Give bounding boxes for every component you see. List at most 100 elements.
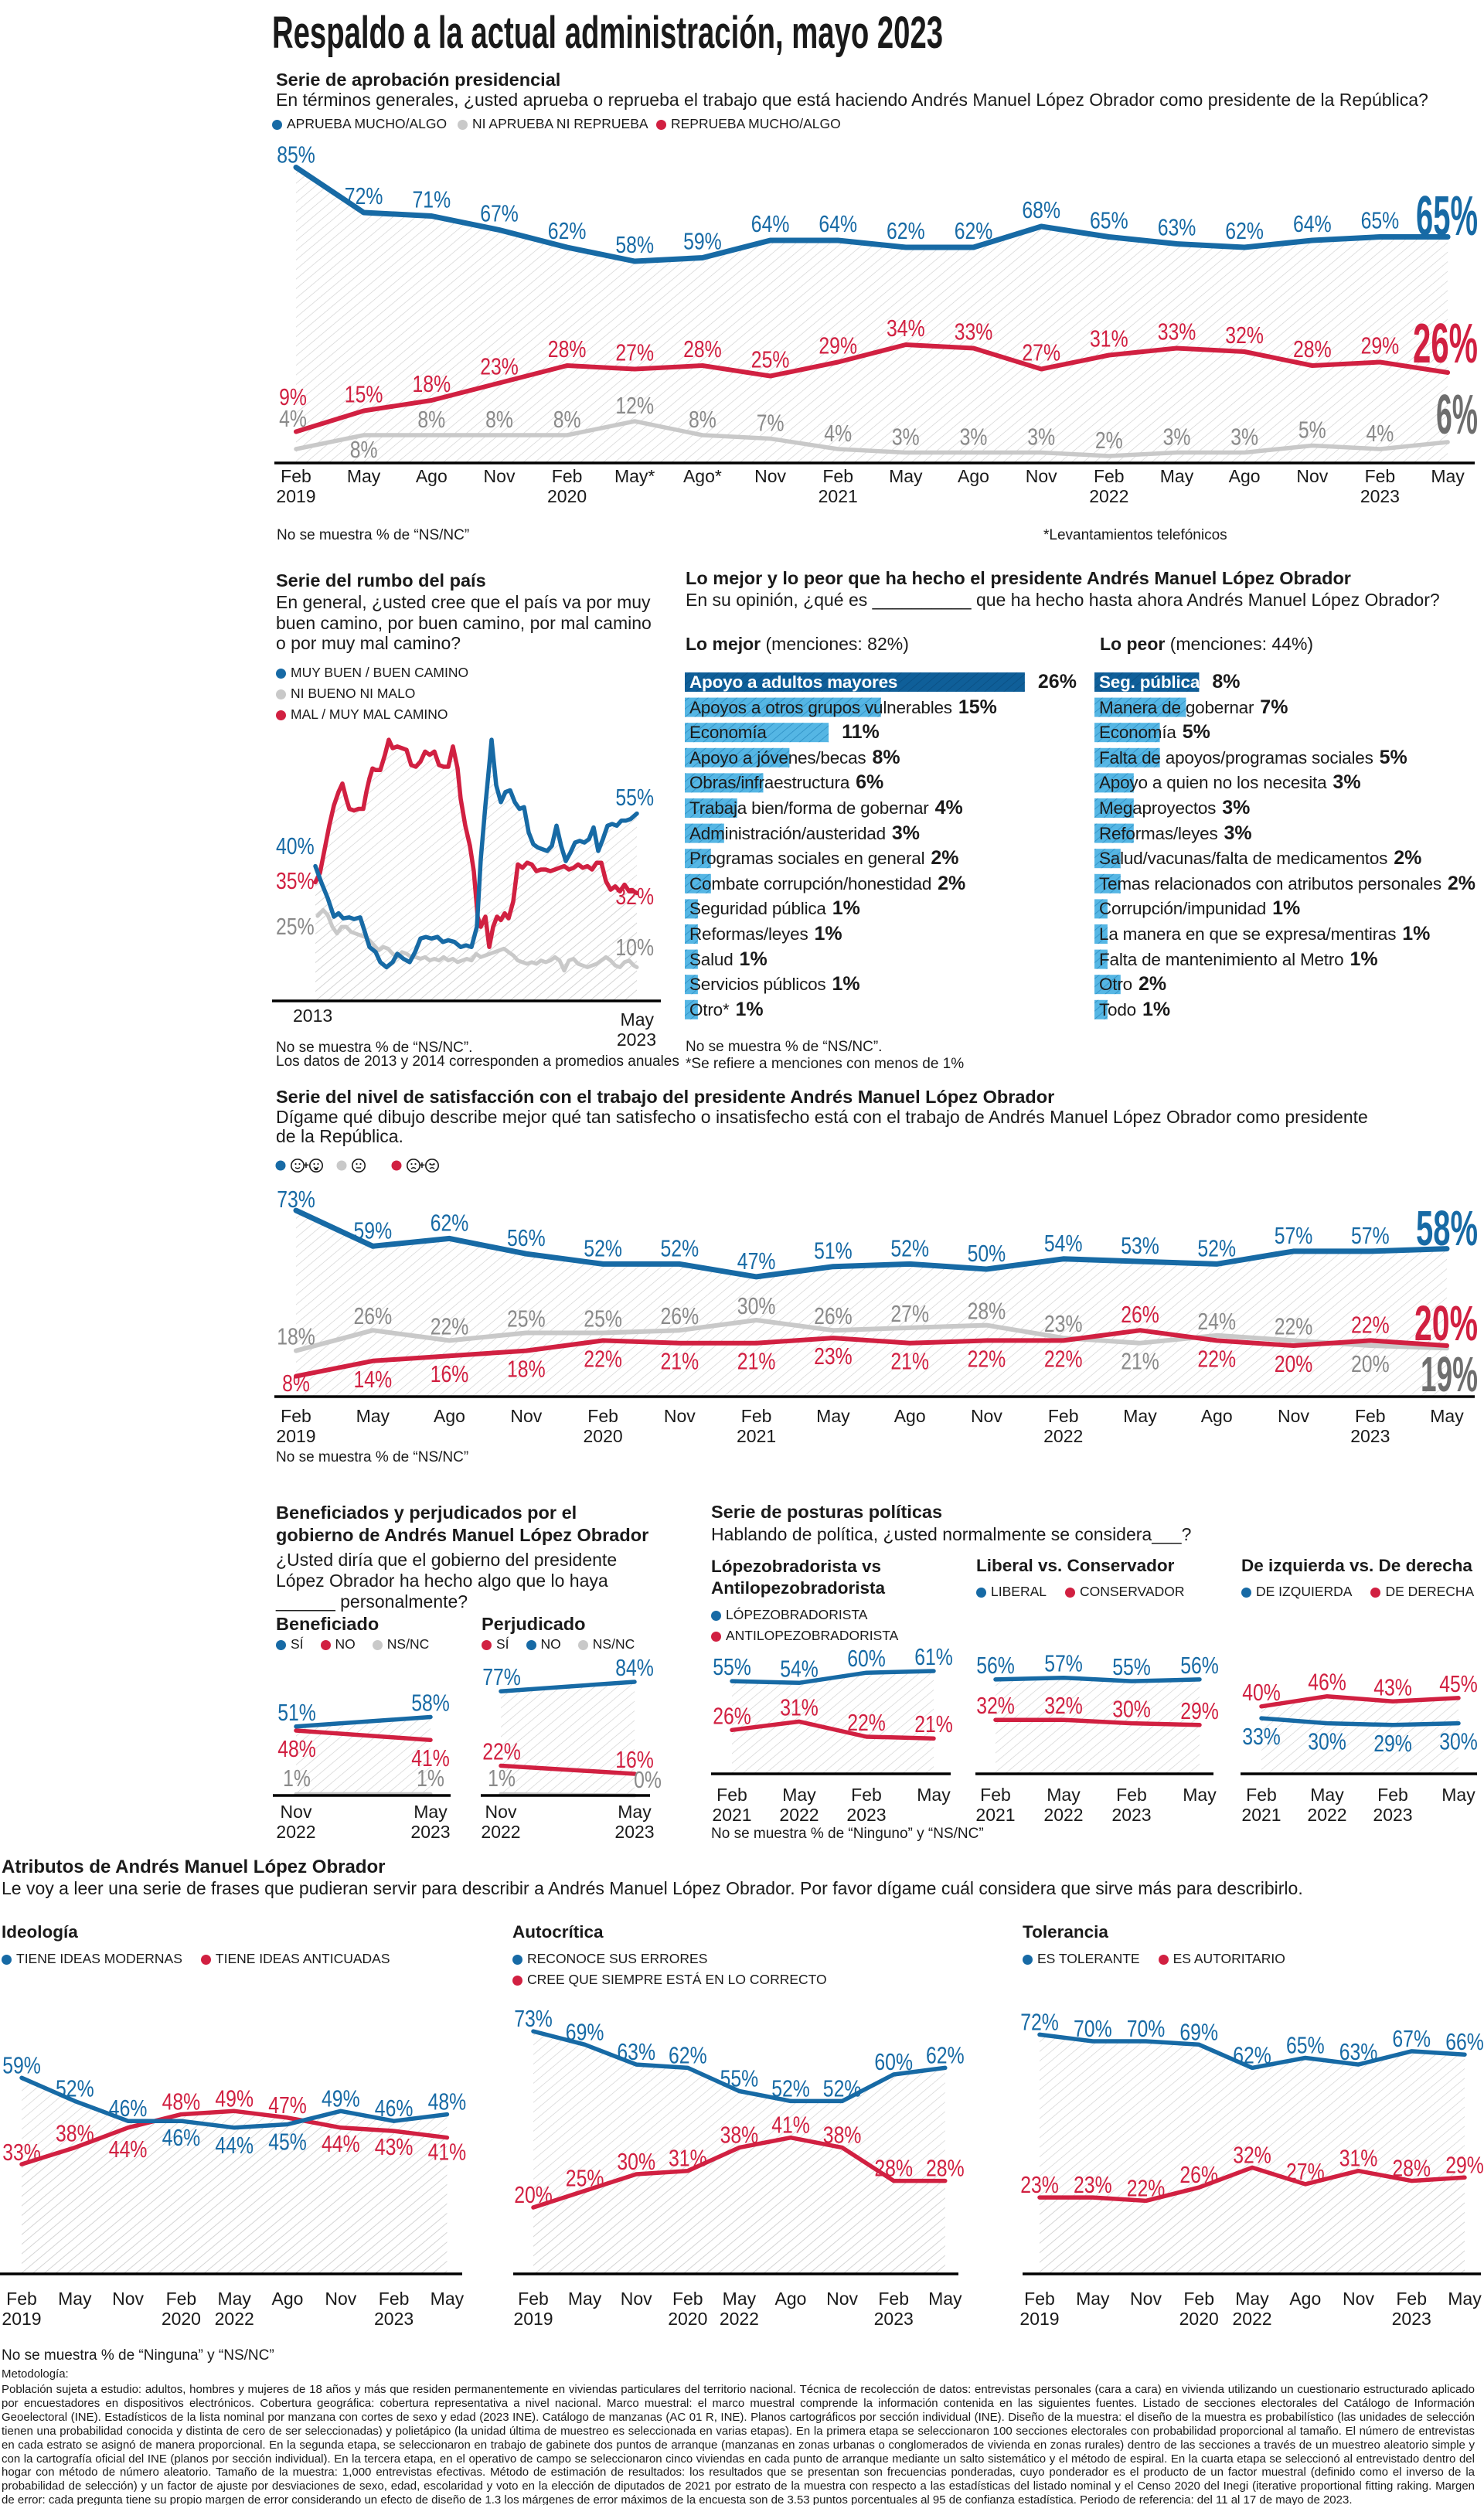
svg-text:43%: 43%	[375, 2133, 414, 2160]
svg-text:Nov: Nov	[485, 1802, 517, 1822]
svg-text:May: May	[1183, 1785, 1217, 1805]
svg-text:16%: 16%	[615, 1746, 654, 1773]
svg-text:44%: 44%	[322, 2130, 360, 2157]
svg-text:33%: 33%	[1242, 1723, 1281, 1750]
svg-text:Feb: Feb	[1355, 1406, 1386, 1426]
svg-text:41%: 41%	[771, 2112, 810, 2139]
svg-text:2022: 2022	[1043, 1426, 1083, 1446]
svg-text:27%: 27%	[1286, 2158, 1325, 2185]
svg-text:3%: 3%	[1230, 424, 1258, 451]
svg-text:28%: 28%	[548, 335, 587, 362]
svg-text:62%: 62%	[955, 217, 993, 244]
svg-text:44%: 44%	[215, 2132, 254, 2159]
svg-text:14%: 14%	[354, 1366, 393, 1393]
svg-text:38%: 38%	[823, 2122, 862, 2149]
svg-text:52%: 52%	[1197, 1234, 1236, 1261]
svg-text:32%: 32%	[976, 1692, 1015, 1719]
svg-text:50%: 50%	[968, 1240, 1006, 1267]
svg-text:2023: 2023	[1360, 486, 1400, 506]
svg-text:1%: 1%	[417, 1765, 444, 1792]
svg-text:2020: 2020	[584, 1426, 623, 1446]
svg-text:58%: 58%	[615, 231, 654, 258]
svg-text:30%: 30%	[1112, 1696, 1151, 1723]
svg-text:0%: 0%	[634, 1766, 662, 1793]
svg-text:63%: 63%	[1158, 214, 1196, 241]
svg-text:19%: 19%	[1421, 1346, 1478, 1402]
svg-text:62%: 62%	[548, 217, 587, 244]
svg-text:May: May	[347, 466, 381, 486]
svg-text:25%: 25%	[751, 346, 790, 373]
svg-text:Feb: Feb	[281, 466, 311, 486]
svg-text:Feb: Feb	[379, 2289, 410, 2309]
svg-text:77%: 77%	[482, 1663, 521, 1690]
svg-text:63%: 63%	[617, 2038, 655, 2065]
svg-text:69%: 69%	[1179, 2018, 1218, 2045]
svg-text:May: May	[1123, 1406, 1157, 1426]
svg-text:2022: 2022	[1307, 1805, 1346, 1825]
svg-text:29%: 29%	[1180, 1697, 1219, 1724]
svg-text:May: May	[1310, 1785, 1344, 1805]
svg-text:2021: 2021	[975, 1805, 1015, 1825]
svg-text:Nov: Nov	[621, 2289, 652, 2309]
svg-text:Feb: Feb	[851, 1785, 882, 1805]
svg-text:Feb: Feb	[166, 2289, 197, 2309]
svg-text:53%: 53%	[1121, 1232, 1159, 1259]
svg-text:10%: 10%	[615, 934, 654, 961]
svg-text:64%: 64%	[751, 210, 790, 237]
svg-text:55%: 55%	[713, 1653, 751, 1680]
svg-text:8%: 8%	[417, 406, 445, 433]
svg-text:+: +	[303, 1159, 309, 1171]
svg-text:51%: 51%	[277, 1699, 316, 1726]
svg-text:Feb: Feb	[1183, 2289, 1214, 2309]
svg-text:Feb: Feb	[1048, 1406, 1079, 1426]
svg-text:4%: 4%	[279, 405, 307, 432]
svg-text:22%: 22%	[584, 1345, 622, 1372]
svg-text:51%: 51%	[814, 1237, 853, 1264]
svg-text:May: May	[1448, 2289, 1482, 2309]
svg-text:2021: 2021	[712, 1805, 751, 1825]
svg-text:23%: 23%	[1074, 2171, 1112, 2198]
svg-text:May: May	[1430, 1406, 1464, 1426]
svg-text:32%: 32%	[1225, 322, 1264, 349]
svg-text:Nov: Nov	[754, 466, 786, 486]
svg-text:May: May	[621, 1009, 655, 1030]
svg-text:May: May	[58, 2289, 92, 2309]
svg-text:2023: 2023	[1373, 1805, 1412, 1825]
svg-text:Nov: Nov	[1026, 466, 1057, 486]
svg-text:27%: 27%	[890, 1300, 929, 1327]
svg-text:23%: 23%	[1044, 1310, 1083, 1337]
svg-text:48%: 48%	[277, 1735, 316, 1762]
svg-text:25%: 25%	[584, 1305, 622, 1332]
svg-text:20%: 20%	[514, 2181, 553, 2208]
svg-text:25%: 25%	[566, 2165, 604, 2192]
svg-text:Feb: Feb	[741, 1406, 772, 1426]
svg-text:5%: 5%	[1298, 417, 1326, 444]
svg-text:48%: 48%	[428, 2088, 467, 2115]
svg-text:26%: 26%	[713, 1702, 751, 1729]
svg-text:9%: 9%	[279, 383, 307, 410]
svg-text:2022: 2022	[481, 1822, 520, 1842]
svg-text:33%: 33%	[1158, 318, 1196, 345]
svg-text:8%: 8%	[553, 406, 581, 433]
svg-text:2020: 2020	[162, 2309, 201, 2329]
svg-text:22%: 22%	[1351, 1311, 1390, 1338]
svg-text:72%: 72%	[1020, 2008, 1059, 2035]
svg-text:15%: 15%	[345, 381, 383, 408]
svg-text:23%: 23%	[480, 353, 519, 380]
svg-text:85%: 85%	[277, 141, 315, 168]
svg-text:41%: 41%	[428, 2139, 467, 2166]
svg-text:18%: 18%	[507, 1356, 546, 1383]
svg-text:52%: 52%	[890, 1234, 929, 1261]
svg-text:May: May	[782, 1785, 816, 1805]
svg-text:29%: 29%	[1445, 2151, 1484, 2178]
svg-text:12%: 12%	[615, 392, 654, 419]
svg-text:May: May	[217, 2289, 251, 2309]
svg-text:May: May	[1047, 1785, 1081, 1805]
svg-text:49%: 49%	[322, 2085, 360, 2112]
svg-text:62%: 62%	[1225, 217, 1264, 244]
svg-text:Nov: Nov	[281, 1802, 312, 1822]
svg-text:30%: 30%	[617, 2148, 655, 2175]
svg-text:65%: 65%	[1361, 207, 1400, 234]
svg-text:2022: 2022	[1043, 1805, 1083, 1825]
svg-text:Feb: Feb	[518, 2289, 549, 2309]
